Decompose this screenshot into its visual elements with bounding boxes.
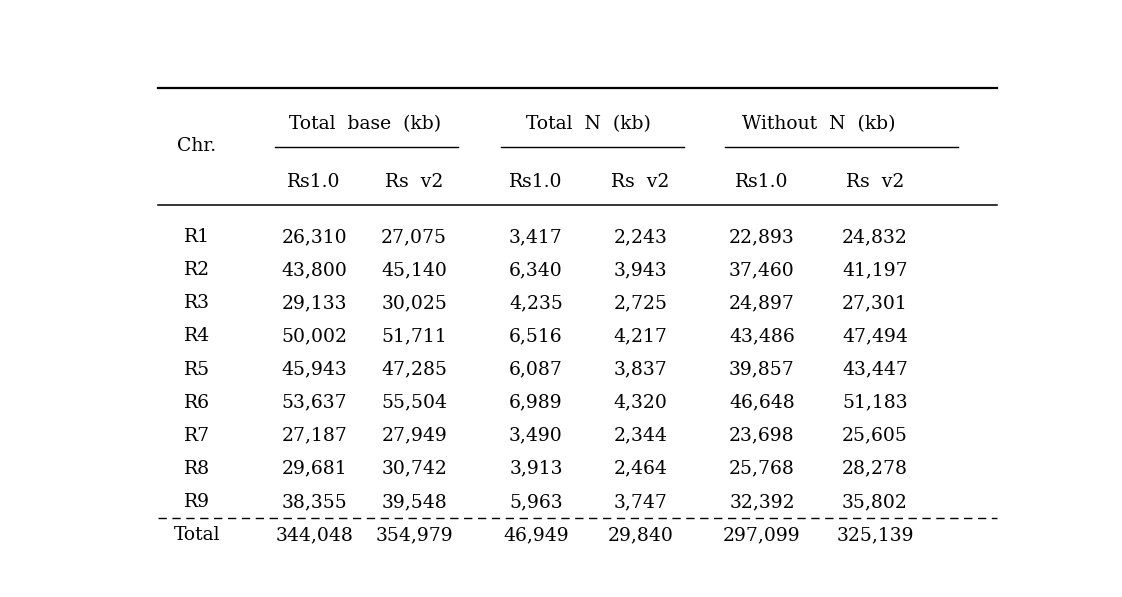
Text: 27,075: 27,075 <box>381 228 448 246</box>
Text: Total: Total <box>174 526 220 544</box>
Text: 51,183: 51,183 <box>843 393 908 411</box>
Text: Total  base  (kb): Total base (kb) <box>288 115 441 134</box>
Text: 29,681: 29,681 <box>282 460 347 478</box>
Text: 43,447: 43,447 <box>843 361 908 378</box>
Text: 39,548: 39,548 <box>381 493 447 511</box>
Text: 50,002: 50,002 <box>282 327 347 346</box>
Text: Rs  v2: Rs v2 <box>846 173 904 191</box>
Text: R7: R7 <box>184 427 210 445</box>
Text: R4: R4 <box>184 327 210 346</box>
Text: R5: R5 <box>184 361 210 378</box>
Text: R3: R3 <box>184 294 210 312</box>
Text: Total  N  (kb): Total N (kb) <box>525 115 651 134</box>
Text: R9: R9 <box>184 493 210 511</box>
Text: 30,025: 30,025 <box>381 294 447 312</box>
Text: 344,048: 344,048 <box>275 526 353 544</box>
Text: 6,340: 6,340 <box>509 261 563 279</box>
Text: 35,802: 35,802 <box>843 493 908 511</box>
Text: 27,301: 27,301 <box>843 294 908 312</box>
Text: 28,278: 28,278 <box>842 460 908 478</box>
Text: 43,486: 43,486 <box>729 327 794 346</box>
Text: 43,800: 43,800 <box>282 261 347 279</box>
Text: 46,648: 46,648 <box>729 393 794 411</box>
Text: 2,344: 2,344 <box>614 427 668 445</box>
Text: 29,840: 29,840 <box>607 526 673 544</box>
Text: 37,460: 37,460 <box>729 261 794 279</box>
Text: R2: R2 <box>184 261 210 279</box>
Text: 27,949: 27,949 <box>381 427 447 445</box>
Text: 23,698: 23,698 <box>729 427 794 445</box>
Text: 3,490: 3,490 <box>509 427 563 445</box>
Text: 45,140: 45,140 <box>381 261 447 279</box>
Text: R1: R1 <box>184 228 210 246</box>
Text: 3,943: 3,943 <box>614 261 668 279</box>
Text: R6: R6 <box>184 393 210 411</box>
Text: Rs1.0: Rs1.0 <box>509 173 562 191</box>
Text: 25,768: 25,768 <box>729 460 794 478</box>
Text: 3,747: 3,747 <box>614 493 668 511</box>
Text: Rs  v2: Rs v2 <box>385 173 443 191</box>
Text: Rs1.0: Rs1.0 <box>287 173 341 191</box>
Text: 46,949: 46,949 <box>503 526 569 544</box>
Text: 4,320: 4,320 <box>614 393 668 411</box>
Text: 24,897: 24,897 <box>729 294 794 312</box>
Text: 5,963: 5,963 <box>509 493 563 511</box>
Text: 6,989: 6,989 <box>509 393 563 411</box>
Text: 6,516: 6,516 <box>509 327 563 346</box>
Text: 2,464: 2,464 <box>614 460 668 478</box>
Text: 45,943: 45,943 <box>282 361 347 378</box>
Text: 47,494: 47,494 <box>843 327 908 346</box>
Text: 55,504: 55,504 <box>381 393 448 411</box>
Text: Chr.: Chr. <box>177 137 217 155</box>
Text: 22,893: 22,893 <box>729 228 794 246</box>
Text: 4,235: 4,235 <box>509 294 563 312</box>
Text: 2,243: 2,243 <box>614 228 668 246</box>
Text: 325,139: 325,139 <box>836 526 913 544</box>
Text: 25,605: 25,605 <box>843 427 908 445</box>
Text: 32,392: 32,392 <box>729 493 794 511</box>
Text: Rs1.0: Rs1.0 <box>735 173 789 191</box>
Text: 3,913: 3,913 <box>509 460 562 478</box>
Text: 3,417: 3,417 <box>509 228 563 246</box>
Text: R8: R8 <box>184 460 210 478</box>
Text: 41,197: 41,197 <box>843 261 908 279</box>
Text: 51,711: 51,711 <box>381 327 447 346</box>
Text: 53,637: 53,637 <box>282 393 347 411</box>
Text: 47,285: 47,285 <box>381 361 448 378</box>
Text: 24,832: 24,832 <box>843 228 908 246</box>
Text: 26,310: 26,310 <box>282 228 347 246</box>
Text: Without  N  (kb): Without N (kb) <box>742 115 895 134</box>
Text: 6,087: 6,087 <box>509 361 563 378</box>
Text: 30,742: 30,742 <box>381 460 447 478</box>
Text: 297,099: 297,099 <box>724 526 801 544</box>
Text: 2,725: 2,725 <box>614 294 668 312</box>
Text: 27,187: 27,187 <box>282 427 347 445</box>
Text: Rs  v2: Rs v2 <box>611 173 670 191</box>
Text: 4,217: 4,217 <box>614 327 668 346</box>
Text: 354,979: 354,979 <box>376 526 453 544</box>
Text: 38,355: 38,355 <box>282 493 347 511</box>
Text: 39,857: 39,857 <box>729 361 794 378</box>
Text: 3,837: 3,837 <box>614 361 668 378</box>
Text: 29,133: 29,133 <box>282 294 347 312</box>
